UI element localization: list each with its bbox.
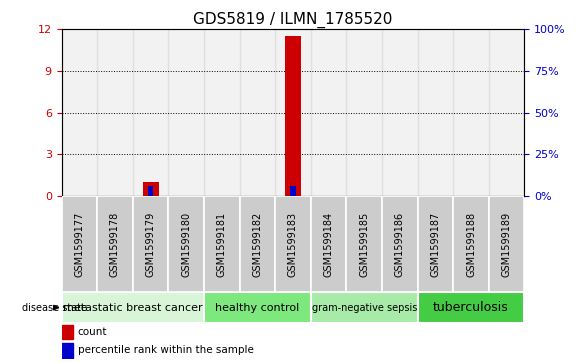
Text: GSM1599180: GSM1599180 <box>181 212 191 277</box>
Bar <box>97 29 133 196</box>
Bar <box>133 196 168 292</box>
Bar <box>133 29 168 196</box>
Bar <box>285 36 301 196</box>
Bar <box>204 292 311 323</box>
Bar <box>418 29 453 196</box>
Text: metastatic breast cancer: metastatic breast cancer <box>63 303 203 313</box>
Text: count: count <box>77 327 107 337</box>
Bar <box>62 29 97 196</box>
Bar <box>311 29 346 196</box>
Bar <box>311 196 346 292</box>
Text: GSM1599189: GSM1599189 <box>502 212 512 277</box>
Bar <box>204 29 240 196</box>
Text: healthy control: healthy control <box>215 303 299 313</box>
Bar <box>97 196 133 292</box>
Title: GDS5819 / ILMN_1785520: GDS5819 / ILMN_1785520 <box>193 12 393 28</box>
Text: GSM1599186: GSM1599186 <box>395 212 405 277</box>
Bar <box>311 292 418 323</box>
Text: tuberculosis: tuberculosis <box>433 301 509 314</box>
Bar <box>290 186 296 196</box>
Bar <box>382 196 418 292</box>
Bar <box>489 29 524 196</box>
Bar <box>346 196 382 292</box>
Bar <box>62 325 73 339</box>
Text: gram-negative sepsis: gram-negative sepsis <box>312 303 417 313</box>
Text: disease state: disease state <box>22 303 87 313</box>
Text: GSM1599179: GSM1599179 <box>145 212 155 277</box>
Bar <box>204 196 240 292</box>
Bar <box>148 186 154 196</box>
Bar <box>240 29 275 196</box>
Bar <box>275 29 311 196</box>
Text: GSM1599185: GSM1599185 <box>359 212 369 277</box>
Bar <box>418 292 524 323</box>
Text: GSM1599188: GSM1599188 <box>466 212 476 277</box>
Bar <box>142 182 159 196</box>
Bar <box>62 292 204 323</box>
Bar <box>489 196 524 292</box>
Text: percentile rank within the sample: percentile rank within the sample <box>77 345 254 355</box>
Text: GSM1599182: GSM1599182 <box>253 212 263 277</box>
Text: GSM1599187: GSM1599187 <box>431 212 441 277</box>
Bar <box>418 196 453 292</box>
Bar <box>275 196 311 292</box>
Bar <box>62 343 73 358</box>
Bar <box>453 196 489 292</box>
Bar <box>382 29 418 196</box>
Text: GSM1599177: GSM1599177 <box>74 211 84 277</box>
Text: GSM1599184: GSM1599184 <box>323 212 333 277</box>
Bar <box>346 29 382 196</box>
Bar <box>62 196 97 292</box>
Bar <box>240 196 275 292</box>
Bar <box>453 29 489 196</box>
Text: GSM1599181: GSM1599181 <box>217 212 227 277</box>
Text: GSM1599178: GSM1599178 <box>110 212 120 277</box>
Bar <box>168 196 204 292</box>
Bar <box>168 29 204 196</box>
Text: GSM1599183: GSM1599183 <box>288 212 298 277</box>
